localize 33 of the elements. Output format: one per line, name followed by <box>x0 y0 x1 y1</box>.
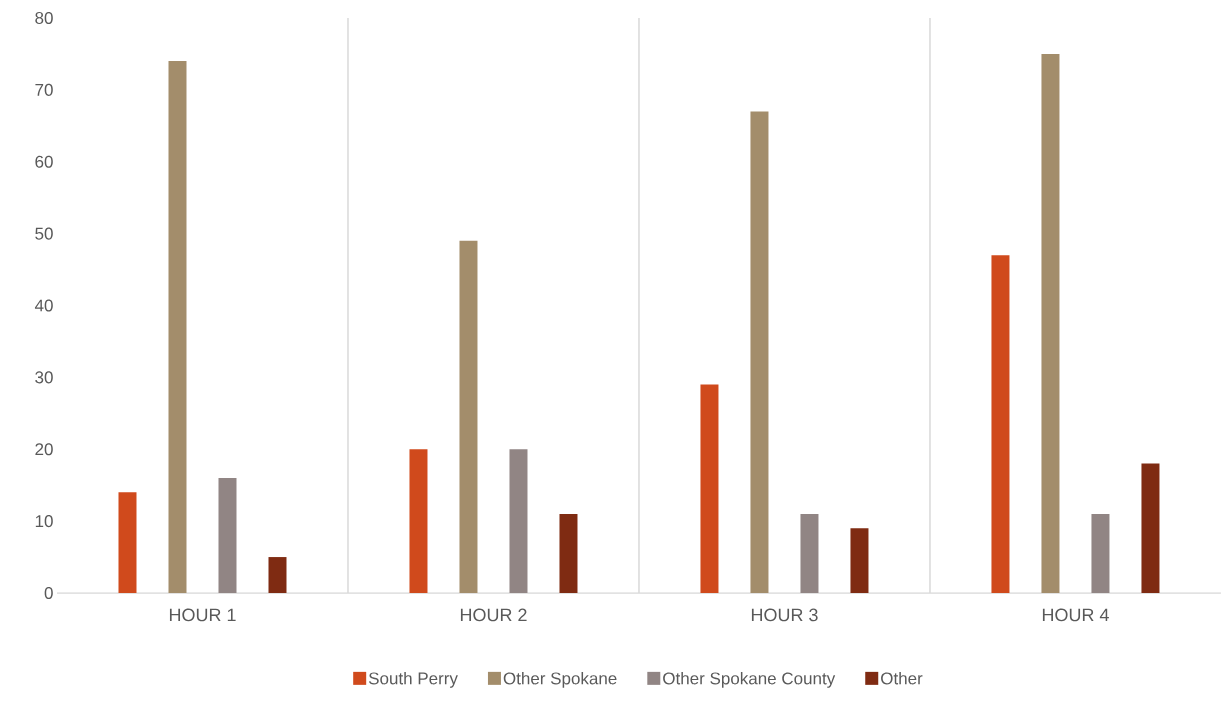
bar <box>800 513 819 593</box>
y-tick-label: 80 <box>35 11 53 25</box>
bar <box>409 449 428 593</box>
y-tick-label: 10 <box>35 515 53 528</box>
x-tick-label: HOUR 2 <box>460 608 527 622</box>
bar <box>118 492 137 593</box>
y-tick-label: 20 <box>35 443 53 456</box>
y-tick-label: 0 <box>44 586 53 600</box>
bar <box>991 255 1010 593</box>
legend-label: Other <box>881 671 923 685</box>
x-tick-label: HOUR 3 <box>751 608 818 622</box>
y-tick-label: 50 <box>35 227 53 240</box>
bar <box>559 513 578 593</box>
y-tick-label: 60 <box>35 155 53 168</box>
y-tick-label: 70 <box>35 83 53 96</box>
y-tick-label: 30 <box>35 371 53 384</box>
bar <box>750 111 769 593</box>
bar <box>1091 513 1110 593</box>
bar <box>168 61 187 593</box>
x-tick-label: HOUR 4 <box>1042 608 1109 622</box>
bar <box>1041 53 1060 593</box>
bar <box>700 384 719 593</box>
bar <box>268 557 287 593</box>
bar <box>509 449 528 593</box>
x-tick-label: HOUR 1 <box>169 608 236 622</box>
y-tick-label: 40 <box>34 299 53 312</box>
bar <box>850 528 869 593</box>
legend-label: Other Spokane County <box>663 671 836 688</box>
legend-label: Other Spokane <box>503 671 617 688</box>
bar <box>1141 463 1160 593</box>
bar <box>459 240 478 593</box>
bar <box>218 478 237 593</box>
legend-label: South Perry <box>368 671 458 688</box>
